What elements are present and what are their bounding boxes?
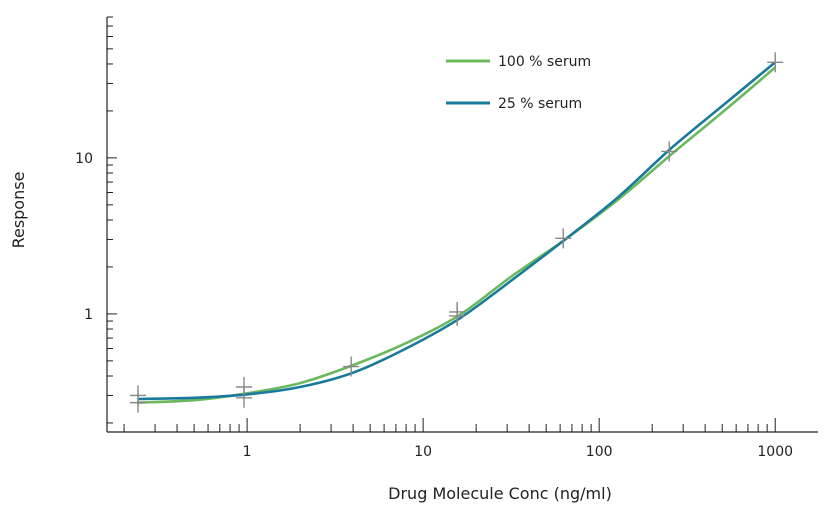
series-line-serum-25 — [137, 61, 777, 401]
data-marker — [767, 52, 784, 73]
data-marker — [129, 385, 146, 406]
axes: 1 10 100 1000 1 10 — [75, 16, 818, 460]
series-line-serum-100 — [137, 66, 777, 404]
x-tick-label: 10 — [414, 444, 432, 460]
x-tick-label: 1 — [243, 444, 252, 460]
series-layer — [137, 61, 777, 404]
y-tick-label: 1 — [84, 307, 93, 323]
legend: 100 % serum 25 % serum — [446, 54, 591, 112]
data-marker — [555, 228, 572, 249]
x-axis-title: Drug Molecule Conc (ng/ml) — [388, 484, 612, 503]
data-marker — [661, 141, 678, 162]
legend-label: 100 % serum — [498, 54, 591, 70]
y-tick-label: 10 — [75, 151, 93, 167]
y-axis-title: Response — [9, 172, 28, 249]
x-tick-label: 1000 — [757, 444, 793, 460]
x-tick-label: 100 — [586, 444, 613, 460]
data-marker — [343, 356, 360, 377]
marker-layer — [129, 52, 784, 413]
data-marker — [235, 376, 252, 397]
data-marker — [449, 301, 466, 322]
legend-label: 25 % serum — [498, 96, 582, 112]
